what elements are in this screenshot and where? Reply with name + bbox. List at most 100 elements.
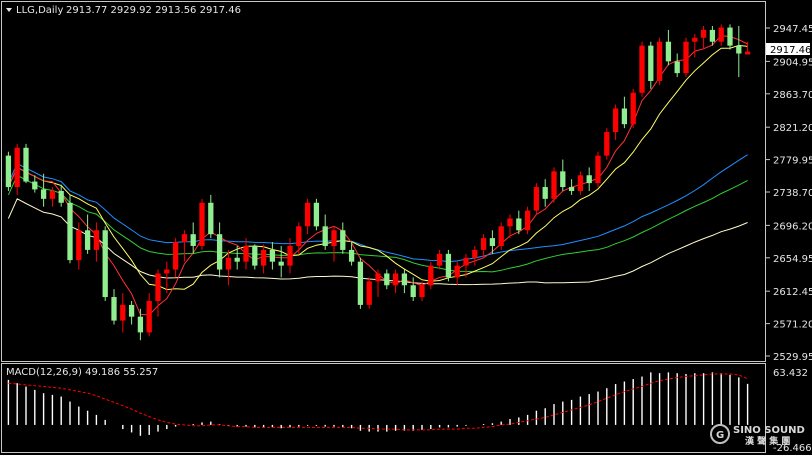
current-price-value: 2917.46: [770, 45, 811, 56]
price-tick-label: 2947.45: [773, 24, 812, 35]
ohlc-values: 2913.77 2929.92 2913.56 2917.46: [66, 5, 241, 16]
candle-body: [172, 242, 179, 270]
price-tick-label: 2654.95: [773, 254, 812, 265]
candle-body: [181, 234, 188, 243]
macd-axis: 63.432 -26.466: [773, 368, 812, 454]
candle-body: [542, 187, 548, 199]
candle-body: [463, 257, 469, 266]
symbol-label: LLG,Daily: [16, 5, 63, 16]
candle-body: [190, 234, 196, 246]
watermark-brand: SINO SOUND: [733, 425, 805, 436]
candle-body: [736, 45, 742, 54]
candle-body: [375, 273, 381, 282]
candle-body: [489, 238, 496, 246]
candle-body: [683, 41, 689, 74]
candle-body: [656, 41, 663, 81]
candle-body: [419, 285, 425, 298]
candle-body: [384, 273, 390, 286]
candle-body: [243, 245, 249, 262]
candle-body: [516, 218, 522, 231]
candle-body: [472, 249, 478, 258]
candle-body: [560, 171, 566, 188]
logo-glyph: G: [716, 430, 724, 441]
macd-series: [7, 372, 749, 436]
candle-body: [32, 181, 38, 190]
candle-body: [128, 304, 135, 317]
candle-body: [392, 273, 399, 286]
candle-body: [216, 234, 223, 270]
macd-tick-label: 63.432: [773, 368, 808, 379]
candle-body: [84, 230, 91, 250]
candle-body: [454, 265, 460, 278]
candle-body: [445, 253, 452, 278]
macd-tick-label: -26.466: [773, 443, 812, 454]
candle-body: [146, 300, 152, 333]
candle-body: [278, 261, 284, 266]
candle-body: [331, 230, 337, 246]
candle-body: [428, 265, 434, 286]
price-axis: 2947.45 2904.95 2863.70 2821.20 2779.95 2738.…: [766, 24, 812, 363]
candle-body: [366, 281, 372, 305]
candle-body: [401, 273, 408, 286]
candle-body: [524, 210, 531, 231]
candle-body: [287, 245, 293, 266]
watermark-subtitle: 漢 聲 集 團: [745, 435, 790, 447]
candle-body: [234, 257, 240, 262]
candle-body: [674, 61, 680, 74]
candle-body: [93, 230, 100, 250]
candle-body: [225, 257, 232, 270]
candle-body: [577, 175, 584, 191]
price-tick-label: 2696.20: [773, 221, 812, 232]
candle-body: [700, 29, 707, 38]
candle-body: [137, 316, 144, 333]
candle-body: [208, 202, 214, 235]
price-tick-label: 2612.45: [773, 287, 812, 298]
candle-body: [322, 226, 328, 246]
candle-body: [49, 190, 56, 199]
candle-body: [551, 171, 557, 199]
price-tick-label: 2779.95: [773, 156, 812, 167]
candle-body: [586, 175, 592, 184]
candle-body: [498, 226, 504, 246]
candle-body: [744, 51, 751, 55]
candle-body: [665, 41, 672, 62]
ma-blue-line: [7, 154, 748, 263]
price-tick-label: 2738.70: [773, 188, 812, 199]
candle-body: [639, 45, 645, 93]
candle-body: [313, 202, 320, 227]
candle-body: [630, 92, 636, 125]
candle-body: [76, 230, 82, 261]
macd-panel-frame: [1, 363, 766, 453]
candle-body: [727, 27, 733, 46]
candle-body: [40, 189, 47, 199]
price-tick-label: 2529.95: [773, 352, 812, 363]
price-panel-frame: [1, 1, 766, 362]
candle-body: [709, 29, 716, 42]
candle-body: [67, 202, 73, 261]
candle-body: [436, 253, 443, 266]
candle-body: [260, 249, 267, 266]
price-tick-label: 2904.95: [773, 57, 812, 68]
candle-body: [199, 202, 205, 246]
candle-body: [58, 190, 64, 203]
candle-body: [252, 245, 258, 266]
candle-body: [568, 187, 575, 191]
price-tick-label: 2571.20: [773, 320, 812, 331]
candle-body: [120, 304, 126, 321]
candle-body: [718, 27, 724, 42]
ma-yellow-line: [7, 44, 748, 291]
collapse-triangle-icon[interactable]: [6, 8, 12, 12]
price-tick-label: 2863.70: [773, 90, 812, 101]
watermark-logo: G SINO SOUND 漢 聲 集 團: [710, 424, 805, 447]
candle-body: [5, 155, 12, 188]
candle-body: [612, 108, 619, 133]
macd-label: MACD(12,26,9) 49.186 55.257: [6, 367, 158, 378]
ma-green-line: [7, 174, 748, 273]
candle-body: [621, 108, 628, 125]
candle-body: [155, 273, 161, 301]
candle-body: [348, 249, 355, 262]
candles: [5, 24, 751, 341]
candle-body: [102, 230, 108, 298]
